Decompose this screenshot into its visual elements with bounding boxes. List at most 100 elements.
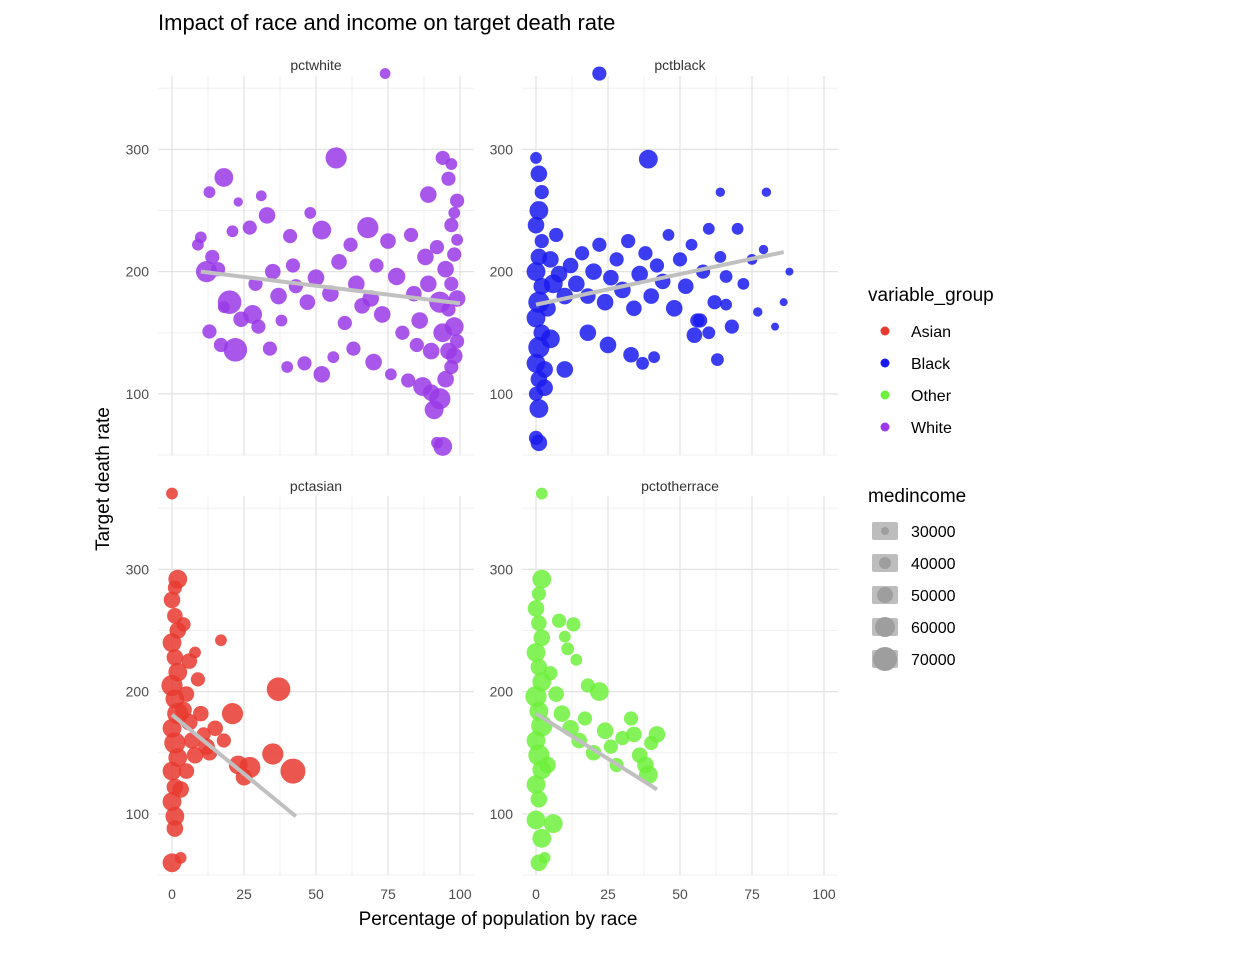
data-point: [626, 300, 642, 317]
y-axis-label: Target death rate: [93, 407, 114, 551]
data-point: [167, 580, 182, 595]
data-point: [189, 646, 201, 659]
data-point: [623, 346, 639, 363]
data-point: [172, 781, 189, 798]
data-point: [403, 227, 419, 243]
data-point: [178, 686, 195, 702]
data-point: [702, 326, 716, 340]
data-point: [532, 569, 552, 589]
data-point: [433, 323, 453, 343]
data-point: [164, 732, 186, 754]
data-point: [592, 237, 607, 252]
data-point: [312, 220, 332, 240]
data-point: [433, 437, 453, 456]
facet-label: pctotherrace: [641, 478, 719, 494]
size-key-30000: [881, 527, 889, 535]
trend-line: [170, 713, 298, 818]
data-point: [215, 634, 227, 647]
data-point: [714, 251, 727, 263]
data-point: [411, 312, 428, 329]
data-point: [535, 487, 548, 500]
data-point: [707, 295, 722, 310]
data-point: [527, 600, 545, 617]
facet-label: pctasian: [290, 478, 342, 494]
data-point: [711, 353, 724, 367]
data-point: [166, 649, 184, 666]
data-point: [395, 325, 410, 340]
data-point: [531, 615, 547, 631]
legend: variable_group Asian Black Other White medinc…: [868, 285, 994, 671]
x-tick-label: 100: [448, 886, 472, 902]
y-tick-label: 200: [126, 264, 150, 280]
data-point: [562, 257, 579, 274]
data-point: [285, 258, 301, 273]
data-point: [677, 278, 694, 295]
data-point: [226, 225, 239, 238]
data-point: [551, 613, 567, 628]
data-point: [162, 633, 182, 653]
data-point: [233, 197, 243, 207]
legend-label: Asian: [911, 324, 951, 341]
data-point: [702, 222, 715, 235]
size-key-50000: [877, 587, 893, 603]
facet-panels: pctwhite100200300pctblack100200300pctasi…: [126, 57, 838, 902]
data-point: [422, 342, 440, 360]
data-point: [761, 187, 772, 197]
data-point: [205, 249, 220, 265]
facet-panel-pctasian: pctasian 100 200 300 0 25 50 75 100: [126, 478, 474, 902]
data-point: [441, 171, 456, 186]
chart-title: Impact of race and income on target deat…: [158, 10, 615, 35]
data-point: [163, 591, 181, 609]
data-point: [384, 368, 397, 381]
data-point: [526, 775, 546, 794]
data-point: [685, 238, 698, 251]
data-point: [534, 233, 549, 249]
data-point: [365, 353, 382, 371]
data-point: [216, 733, 231, 748]
data-point: [258, 207, 276, 224]
data-point: [282, 229, 298, 244]
size-key-70000: [873, 647, 897, 671]
data-point: [530, 165, 548, 183]
data-point: [531, 586, 546, 601]
data-point: [243, 305, 263, 324]
data-point: [636, 356, 649, 370]
data-point: [631, 265, 648, 283]
data-point: [529, 399, 549, 418]
data-point: [420, 275, 437, 293]
data-point: [542, 251, 559, 268]
data-point: [193, 705, 209, 722]
data-point: [541, 329, 560, 349]
facet-panel-pctotherrace: pctotherrace 100 200 300 0 25 50 75 100: [490, 478, 838, 902]
data-point: [648, 351, 660, 364]
x-tick-label: 75: [744, 886, 760, 902]
y-tick-label: 100: [126, 806, 150, 822]
y-tick-label: 100: [490, 806, 514, 822]
data-point: [543, 666, 558, 681]
data-point: [165, 806, 185, 826]
data-point: [532, 828, 552, 848]
data-point: [242, 220, 257, 235]
x-tick-label: 50: [672, 886, 688, 902]
data-point: [529, 201, 549, 220]
data-point: [280, 758, 306, 784]
data-point: [266, 677, 291, 701]
data-point: [771, 322, 780, 331]
size-legend-label: 30000: [911, 524, 956, 541]
data-point: [638, 246, 653, 261]
data-point: [444, 276, 459, 291]
data-point: [304, 207, 317, 219]
data-point: [417, 248, 434, 266]
data-point: [785, 267, 794, 276]
data-point: [265, 263, 281, 280]
data-point: [207, 720, 223, 737]
data-point: [331, 254, 347, 270]
size-legend-label: 40000: [911, 556, 956, 573]
data-point: [693, 313, 708, 328]
facet-label: pctwhite: [290, 57, 342, 73]
data-point: [561, 642, 575, 656]
data-point: [437, 370, 454, 388]
points-pctblack: [526, 66, 794, 452]
data-point: [198, 738, 215, 755]
data-point: [203, 186, 216, 199]
